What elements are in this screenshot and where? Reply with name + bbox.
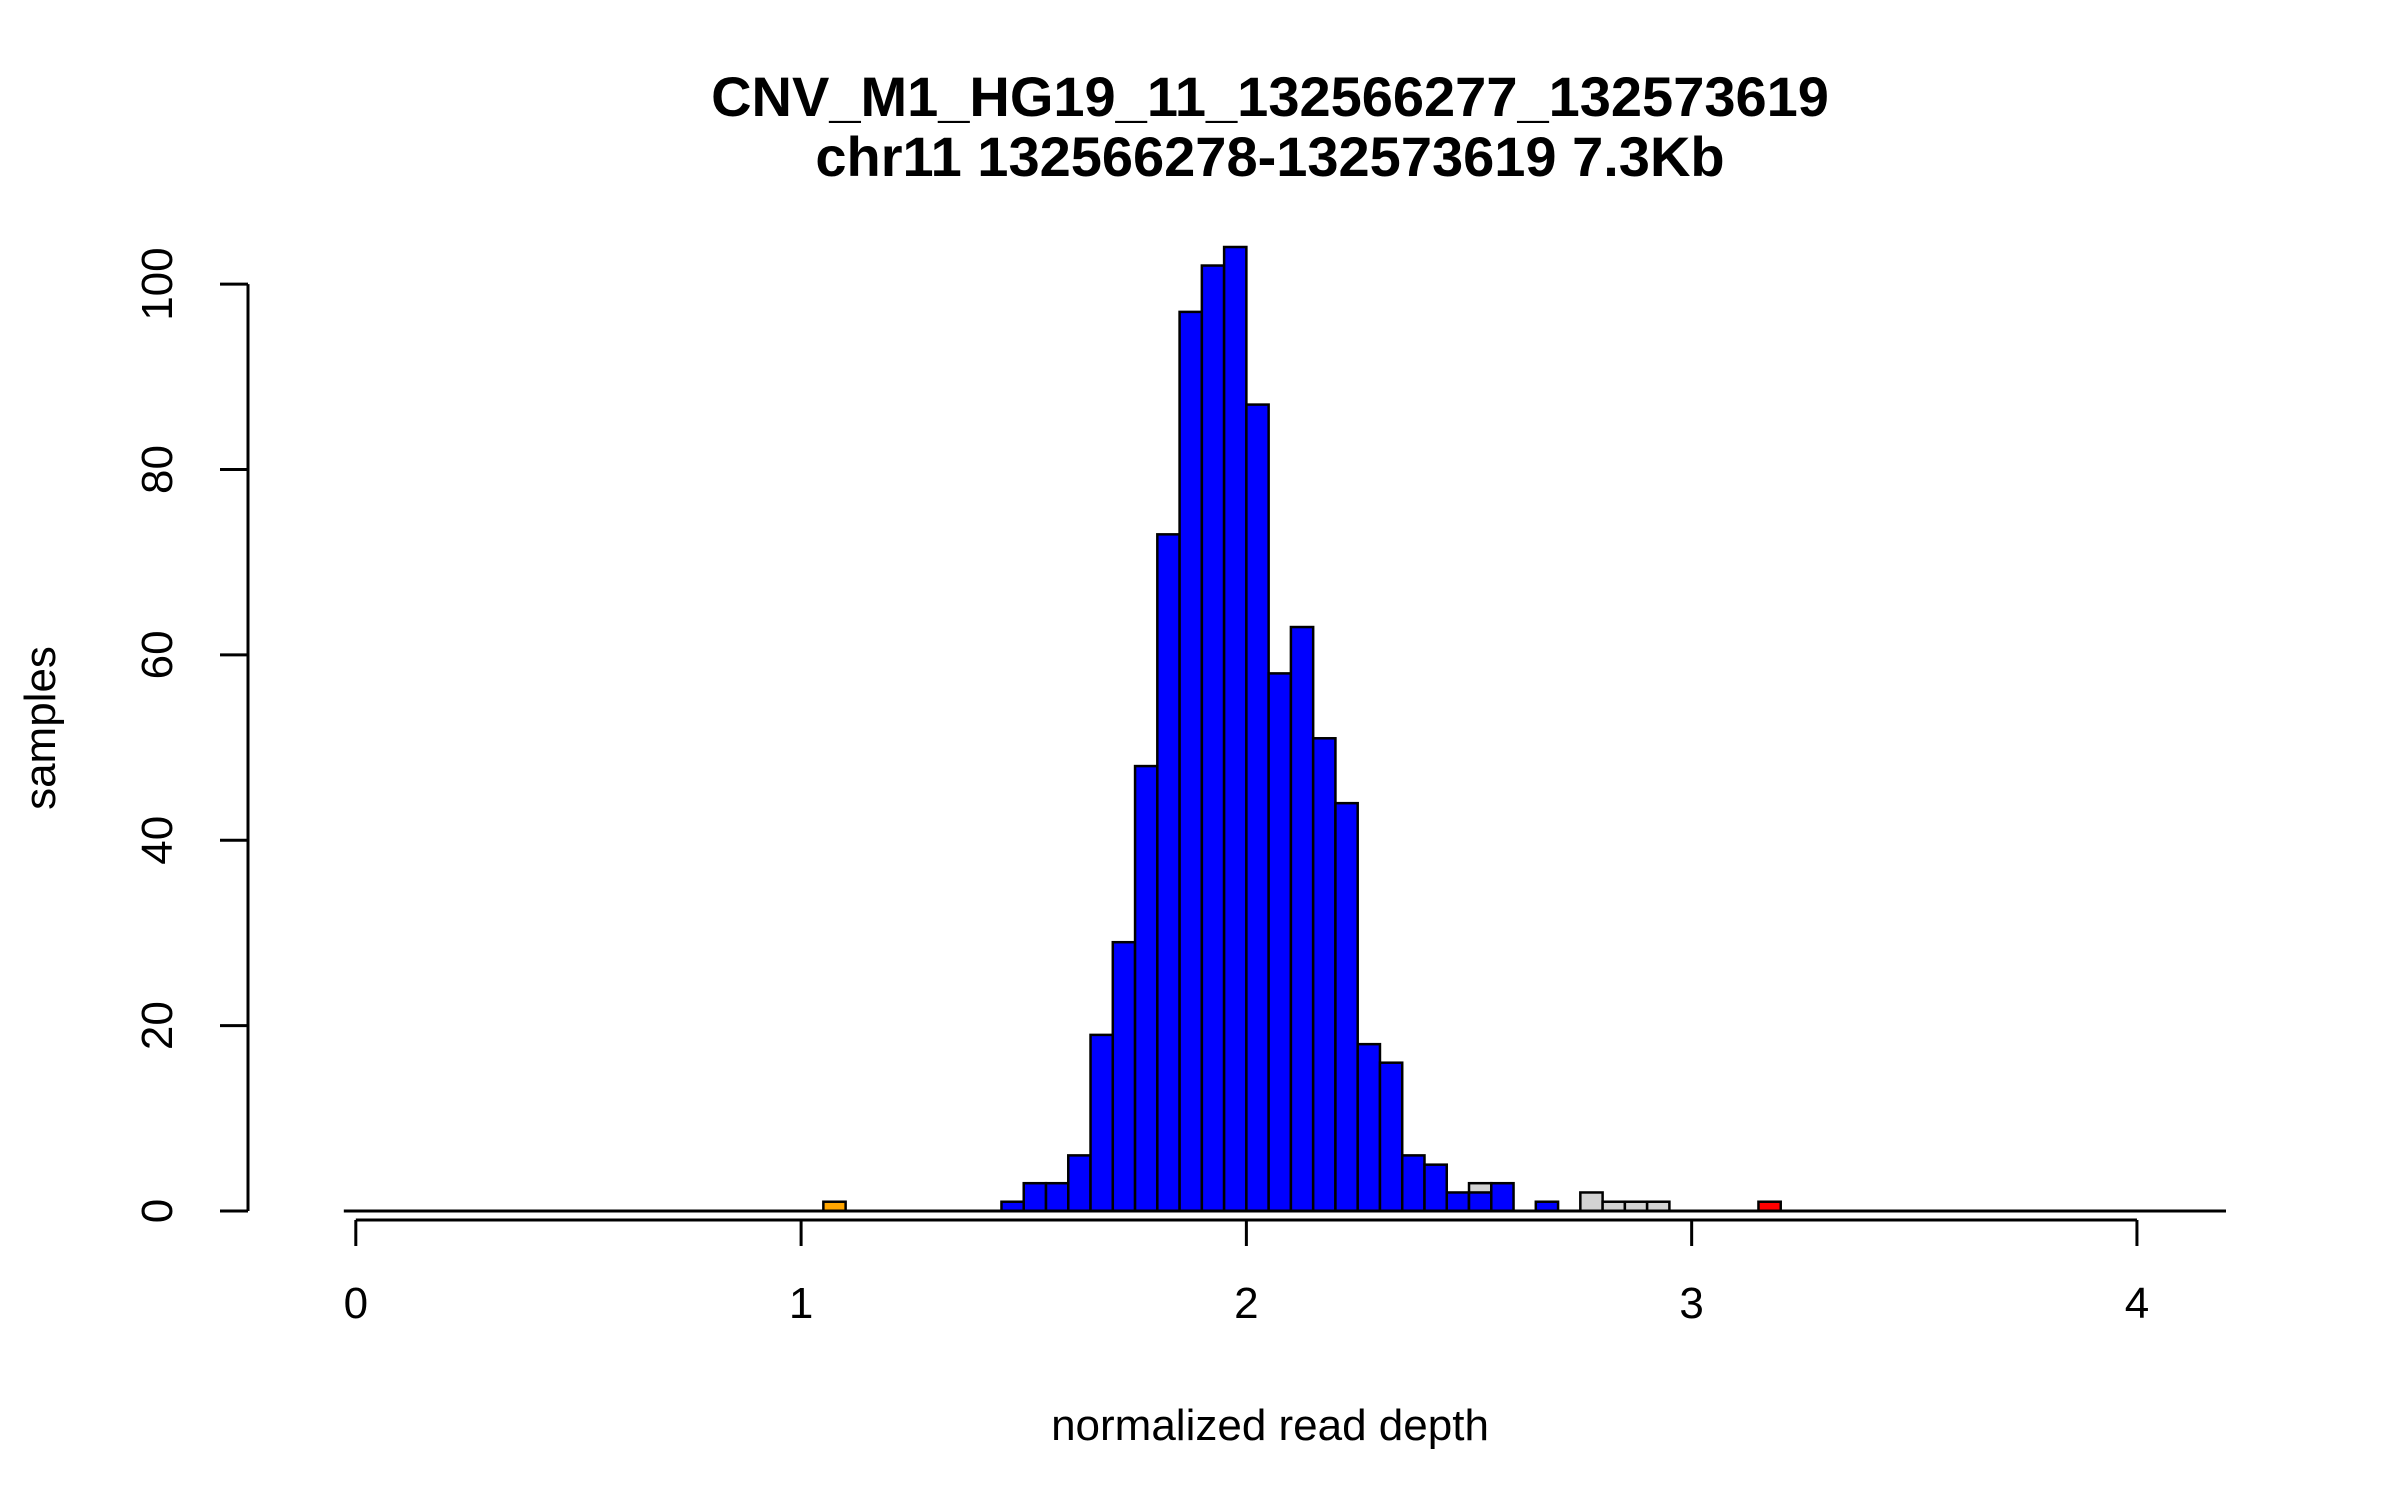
x-tick-label: 0 [344,1279,368,1328]
y-axis: 0 20 40 60 80 100 [133,247,250,1223]
y-tick-label: 60 [133,630,182,679]
histogram-bar [1356,1042,1382,1213]
histogram-bar [1400,1154,1426,1213]
histogram-bar [1022,1181,1048,1213]
x-axis: 0 1 2 3 4 [344,1218,2149,1328]
histogram-bar [1111,940,1137,1213]
histogram-bar [1133,764,1159,1213]
histogram-bar [1156,533,1181,1213]
y-tick-label: 40 [133,816,182,865]
histogram-bar [1200,264,1226,1213]
histogram-bar-stacked [1467,1191,1493,1213]
chart-title: CNV_M1_HG19_11_132566277_132573619 [711,65,1829,128]
histogram-bar [1490,1181,1515,1213]
y-tick-label: 100 [133,247,182,320]
histogram-bar [1423,1163,1449,1213]
histogram-bar [1267,672,1293,1213]
histogram-bar [1089,1033,1115,1213]
x-tick-label: 4 [2125,1279,2149,1328]
histogram-bar [1334,801,1359,1213]
chart-subtitle: chr11 132566278-132573619 7.3Kb [815,125,1724,188]
y-tick-label: 20 [133,1001,182,1050]
y-axis-label: samples [16,646,65,810]
histogram-bar [1445,1191,1471,1213]
y-tick-label: 80 [133,445,182,494]
histogram-bar [1245,403,1270,1213]
histogram-bar [1044,1181,1070,1213]
histogram-bar [1178,310,1204,1213]
x-tick-label: 2 [1234,1279,1258,1328]
bars-group [822,245,1782,1213]
x-axis-label: normalized read depth [1051,1401,1489,1450]
histogram-bar [1067,1154,1092,1213]
histogram-bar [1289,625,1315,1213]
histogram-bar [1222,245,1248,1213]
x-tick-label: 3 [1679,1279,1703,1328]
histogram-bar [1311,737,1337,1213]
histogram-bar [1579,1191,1604,1213]
x-tick-label: 1 [789,1279,813,1328]
histogram-bar [1378,1061,1404,1213]
y-tick-label: 0 [133,1199,182,1223]
